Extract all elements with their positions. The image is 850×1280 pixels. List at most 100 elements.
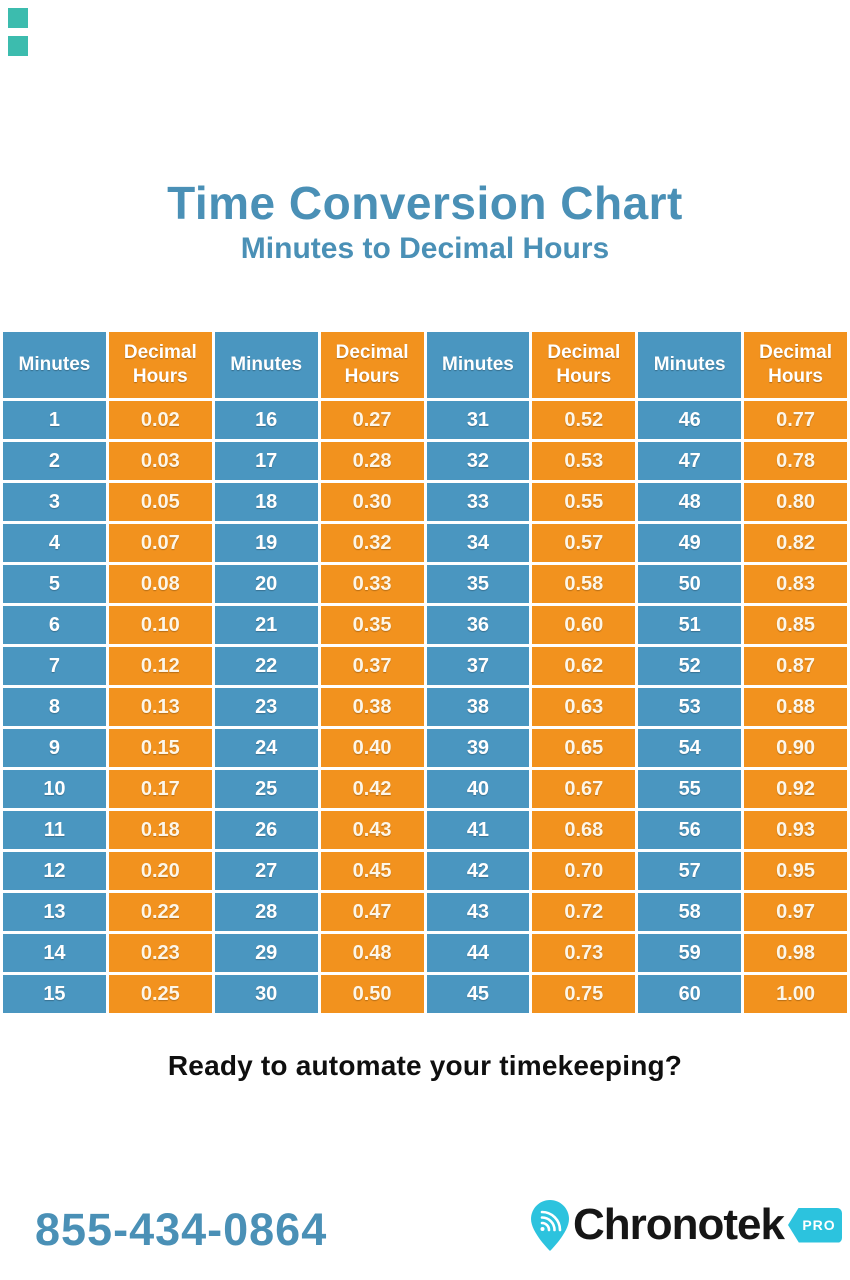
decimal-hours-cell: 0.22 — [105, 890, 215, 934]
header-decimal-hours: Decimal Hours — [105, 329, 215, 401]
minutes-cell: 34 — [423, 521, 533, 565]
header-decimal-hours: Decimal Hours — [317, 329, 427, 401]
conversion-table: Minutes Decimal Hours Minutes Decimal Hours… — [0, 329, 850, 1016]
decimal-hours-cell: 0.78 — [741, 439, 850, 483]
decimal-hours-cell: 0.12 — [105, 644, 215, 688]
decimal-hours-cell: 0.67 — [529, 767, 639, 811]
table-row: 14 0.23 29 0.48 44 0.73 59 0.98 — [0, 931, 850, 975]
decimal-hours-cell: 0.62 — [529, 644, 639, 688]
decimal-hours-cell: 0.85 — [741, 603, 850, 647]
decimal-hours-cell: 0.03 — [105, 439, 215, 483]
minutes-cell: 13 — [0, 890, 109, 934]
minutes-cell: 54 — [635, 726, 745, 770]
decimal-hours-cell: 0.57 — [529, 521, 639, 565]
minutes-cell: 58 — [635, 890, 745, 934]
minutes-cell: 39 — [423, 726, 533, 770]
minutes-cell: 30 — [211, 972, 321, 1016]
decimal-hours-cell: 0.33 — [317, 562, 427, 606]
table-row: 2 0.03 17 0.28 32 0.53 47 0.78 — [0, 439, 850, 483]
minutes-cell: 19 — [211, 521, 321, 565]
table-row: 5 0.08 20 0.33 35 0.58 50 0.83 — [0, 562, 850, 606]
decimal-hours-cell: 0.72 — [529, 890, 639, 934]
decimal-hours-cell: 0.32 — [317, 521, 427, 565]
minutes-cell: 8 — [0, 685, 109, 729]
minutes-cell: 9 — [0, 726, 109, 770]
location-pin-icon — [531, 1199, 569, 1251]
cta-text: Ready to automate your timekeeping? — [167, 1050, 683, 1081]
decimal-hours-cell: 0.55 — [529, 480, 639, 524]
minutes-cell: 3 — [0, 480, 109, 524]
table-row: 9 0.15 24 0.40 39 0.65 54 0.90 — [0, 726, 850, 770]
brand-name: Chronotek — [573, 1200, 785, 1249]
minutes-cell: 53 — [635, 685, 745, 729]
minutes-cell: 55 — [635, 767, 745, 811]
minutes-cell: 52 — [635, 644, 745, 688]
decimal-hours-cell: 0.02 — [105, 398, 215, 442]
decimal-hours-cell: 0.37 — [317, 644, 427, 688]
minutes-cell: 38 — [423, 685, 533, 729]
decimal-hours-cell: 0.42 — [317, 767, 427, 811]
decimal-hours-cell: 0.15 — [105, 726, 215, 770]
conversion-table-head: Minutes Decimal Hours Minutes Decimal Hours… — [0, 329, 850, 401]
header-minutes: Minutes — [211, 329, 321, 401]
minutes-cell: 14 — [0, 931, 109, 975]
minutes-cell: 27 — [211, 849, 321, 893]
header-decimal-hours: Decimal Hours — [529, 329, 639, 401]
minutes-cell: 37 — [423, 644, 533, 688]
minutes-cell: 17 — [211, 439, 321, 483]
conversion-table-body: 1 0.02 16 0.27 31 0.52 46 0.77 2 0.03 17 0.28 32 0.53… — [0, 398, 850, 1016]
minutes-cell: 56 — [635, 808, 745, 852]
minutes-cell: 1 — [0, 398, 109, 442]
minutes-cell: 33 — [423, 480, 533, 524]
decimal-hours-cell: 0.82 — [741, 521, 850, 565]
decimal-hours-cell: 0.50 — [317, 972, 427, 1016]
minutes-cell: 48 — [635, 480, 745, 524]
table-row: 3 0.05 18 0.30 33 0.55 48 0.80 — [0, 480, 850, 524]
table-row: 13 0.22 28 0.47 43 0.72 58 0.97 — [0, 890, 850, 934]
minutes-cell: 22 — [211, 644, 321, 688]
minutes-cell: 51 — [635, 603, 745, 647]
minutes-cell: 2 — [0, 439, 109, 483]
decimal-hours-cell: 0.43 — [317, 808, 427, 852]
decimal-hours-cell: 0.98 — [741, 931, 850, 975]
chronotek-logo: Chronotek PRO — [530, 1196, 842, 1254]
table-row: 1 0.02 16 0.27 31 0.52 46 0.77 — [0, 398, 850, 442]
decimal-hours-cell: 0.40 — [317, 726, 427, 770]
header-decimal-hours: Decimal Hours — [741, 329, 850, 401]
decimal-hours-cell: 0.35 — [317, 603, 427, 647]
decimal-hours-cell: 0.05 — [105, 480, 215, 524]
minutes-cell: 42 — [423, 849, 533, 893]
phone-number: 855-434-0864 — [35, 1204, 328, 1255]
decor-square-top — [8, 8, 28, 28]
decimal-hours-cell: 0.87 — [741, 644, 850, 688]
table-row: 11 0.18 26 0.43 41 0.68 56 0.93 — [0, 808, 850, 852]
minutes-cell: 59 — [635, 931, 745, 975]
minutes-cell: 4 — [0, 521, 109, 565]
decimal-hours-cell: 0.17 — [105, 767, 215, 811]
decimal-hours-cell: 0.27 — [317, 398, 427, 442]
decimal-hours-cell: 0.28 — [317, 439, 427, 483]
decimal-hours-cell: 0.70 — [529, 849, 639, 893]
decimal-hours-cell: 0.80 — [741, 480, 850, 524]
minutes-cell: 49 — [635, 521, 745, 565]
minutes-cell: 40 — [423, 767, 533, 811]
pro-badge-label: PRO — [802, 1217, 836, 1233]
decimal-hours-cell: 0.47 — [317, 890, 427, 934]
minutes-cell: 16 — [211, 398, 321, 442]
minutes-cell: 36 — [423, 603, 533, 647]
decimal-hours-cell: 0.25 — [105, 972, 215, 1016]
decimal-hours-cell: 0.13 — [105, 685, 215, 729]
header-row: Minutes Decimal Hours Minutes Decimal Hours… — [0, 329, 850, 401]
header-minutes: Minutes — [0, 329, 109, 401]
decimal-hours-cell: 0.97 — [741, 890, 850, 934]
table-row: 15 0.25 30 0.50 45 0.75 60 1.00 — [0, 972, 850, 1016]
minutes-cell: 50 — [635, 562, 745, 606]
minutes-cell: 57 — [635, 849, 745, 893]
minutes-cell: 20 — [211, 562, 321, 606]
table-row: 4 0.07 19 0.32 34 0.57 49 0.82 — [0, 521, 850, 565]
decimal-hours-cell: 0.10 — [105, 603, 215, 647]
decimal-hours-cell: 0.38 — [317, 685, 427, 729]
minutes-cell: 43 — [423, 890, 533, 934]
decimal-hours-cell: 0.73 — [529, 931, 639, 975]
minutes-cell: 31 — [423, 398, 533, 442]
